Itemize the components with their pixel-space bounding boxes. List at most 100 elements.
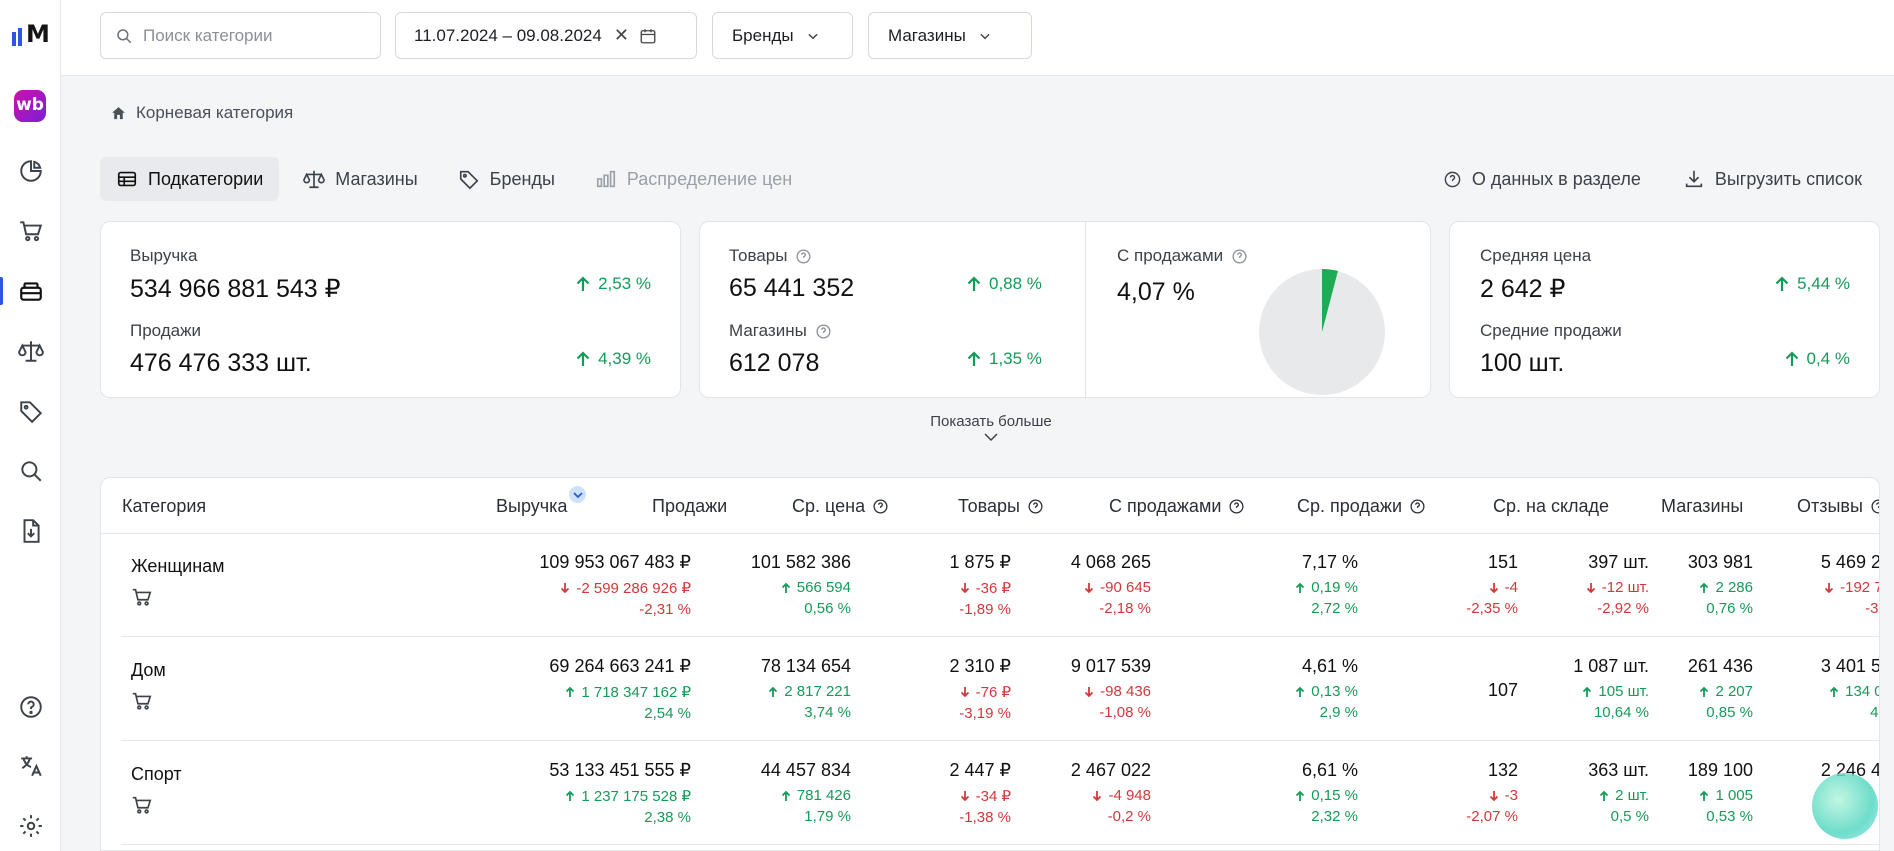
sidebar-item-products[interactable] xyxy=(0,209,61,253)
category-search[interactable]: Поиск категории xyxy=(100,12,381,59)
sales-cell: 44 457 834 781 426 1,79 % xyxy=(761,760,851,825)
chevron-down-icon xyxy=(984,433,998,442)
wb-marketplace-icon[interactable]: wb xyxy=(14,90,46,122)
avg-price-card: Средняя цена 2 642 ₽ 5,44 % Средние прод… xyxy=(1449,221,1880,398)
cell-delta: 134 03 xyxy=(1821,683,1879,700)
about-data-button[interactable]: О данных в разделе xyxy=(1443,169,1641,190)
column-with-sales[interactable]: С продажами xyxy=(1109,496,1245,517)
column-avg-sales[interactable]: Ср. продажи xyxy=(1297,496,1426,517)
table-row[interactable]: Дом 69 264 663 241 ₽ 1 718 347 162 ₽ 2,54 … xyxy=(121,638,1879,741)
sidebar-item-search[interactable] xyxy=(0,449,61,493)
help-icon[interactable] xyxy=(795,248,812,265)
delta-value: 0,13 % xyxy=(1311,683,1358,700)
calendar-icon[interactable] xyxy=(639,27,657,45)
help-icon[interactable] xyxy=(1228,498,1245,515)
breadcrumb-root[interactable]: Корневая категория xyxy=(136,103,294,122)
sidebar-item-sellers[interactable] xyxy=(0,329,61,373)
help-icon[interactable] xyxy=(872,498,889,515)
metric-value: 534 966 881 543 ₽ xyxy=(130,275,341,303)
column-revenue[interactable]: Выручка xyxy=(496,496,567,517)
delta-value: 781 426 xyxy=(796,787,851,804)
tab-subcategories[interactable]: Подкатегории xyxy=(100,157,280,201)
avg-price-cell: 2 310 ₽ -76 ₽ -3,19 % xyxy=(950,656,1012,722)
with-sales-metric: С продажами 4,07 % xyxy=(1117,246,1248,307)
cart-icon[interactable] xyxy=(131,690,153,712)
metric-label-text: С продажами xyxy=(1117,246,1224,265)
column-avg-stock[interactable]: Ср. на складе xyxy=(1493,496,1609,517)
metric-label: Продажи xyxy=(130,321,201,340)
cell-delta: 0,15 % xyxy=(1295,787,1358,804)
cell-delta: 2 207 xyxy=(1688,683,1753,700)
brands-dropdown[interactable]: Бренды xyxy=(712,12,853,59)
metric-label-text: Магазины xyxy=(729,321,807,340)
category-name[interactable]: Спорт xyxy=(131,764,182,784)
column-label: Магазины xyxy=(1661,496,1744,516)
column-reviews[interactable]: Отзывы xyxy=(1797,496,1880,517)
sidebar-item-export[interactable] xyxy=(0,509,61,553)
sidebar-item-settings[interactable] xyxy=(0,804,61,848)
chat-support-bubble[interactable] xyxy=(1812,773,1878,839)
arrow-up-icon xyxy=(1785,351,1798,366)
help-icon[interactable] xyxy=(1027,498,1044,515)
cell-delta-percent: 2,32 % xyxy=(1311,808,1358,825)
help-icon[interactable] xyxy=(1409,498,1426,515)
column-avg-price[interactable]: Ср. цена xyxy=(792,496,889,517)
breadcrumb[interactable]: Корневая категория xyxy=(110,103,293,123)
revenue-cell: 69 264 663 241 ₽ 1 718 347 162 ₽ 2,54 % xyxy=(549,656,691,722)
shops-dropdown[interactable]: Магазины xyxy=(868,12,1032,59)
column-goods[interactable]: Товары xyxy=(958,496,1044,517)
delta-value: 0,19 % xyxy=(1311,579,1358,596)
category-name[interactable]: Дом xyxy=(131,660,166,680)
metric-label: Средние продажи xyxy=(1480,321,1622,340)
sort-desc-icon[interactable] xyxy=(569,486,586,503)
column-sales[interactable]: Продажи xyxy=(652,496,727,517)
arrow-up-icon xyxy=(1296,790,1305,801)
sidebar-item-categories[interactable] xyxy=(0,269,61,313)
column-label: Ср. цена xyxy=(792,496,866,516)
arrow-down-icon xyxy=(1489,790,1498,801)
cell-delta-percent: -2,07 % xyxy=(1466,808,1518,825)
sidebar-item-language[interactable] xyxy=(0,744,61,788)
date-range-picker[interactable]: 11.07.2024 – 09.08.2024 ✕ xyxy=(395,12,697,59)
shops-delta: 1,35 % xyxy=(967,349,1042,369)
category-name[interactable]: Женщинам xyxy=(131,556,225,576)
help-icon[interactable] xyxy=(1870,498,1880,515)
cart-icon[interactable] xyxy=(131,586,153,608)
table-row[interactable]: Женщинам 109 953 067 483 ₽ -2 599 286 926… xyxy=(121,534,1879,637)
column-shops[interactable]: Магазины xyxy=(1661,496,1743,517)
cell-value: 2 467 022 xyxy=(1070,760,1151,780)
arrow-up-icon xyxy=(1296,582,1305,593)
delta-value: -36 ₽ xyxy=(975,580,1011,597)
export-list-button[interactable]: Выгрузить список xyxy=(1683,168,1862,190)
translate-icon xyxy=(20,756,42,777)
delta-value: 2 817 221 xyxy=(784,683,851,700)
search-input[interactable]: Поиск категории xyxy=(143,25,273,45)
with-sales-cell: 6,61 % 0,15 % 2,32 % xyxy=(1295,760,1358,825)
cart-icon[interactable] xyxy=(131,794,153,816)
sidebar-item-help[interactable] xyxy=(0,685,61,729)
shops-metric: Магазины 612 078 xyxy=(729,321,832,378)
column-category[interactable]: Категория xyxy=(122,496,206,517)
cell-value: 9 017 539 xyxy=(1070,656,1151,676)
app-logo[interactable]: M xyxy=(12,20,50,48)
table-row[interactable]: Спорт 53 133 451 555 ₽ 1 237 175 528 ₽ 2,3… xyxy=(121,742,1879,845)
show-more-button[interactable]: Показать больше xyxy=(926,413,1056,448)
arrow-down-icon xyxy=(1084,582,1094,593)
sidebar-item-brands[interactable] xyxy=(0,389,61,433)
metric-value: 612 078 xyxy=(729,349,820,377)
delta-value: 134 03 xyxy=(1845,683,1879,700)
help-icon[interactable] xyxy=(815,323,832,340)
cell-value: 261 436 xyxy=(1687,656,1753,676)
tab-shops[interactable]: Магазины xyxy=(287,157,433,201)
arrow-up-icon xyxy=(967,276,981,291)
cell-delta-percent: 2,9 % xyxy=(1319,704,1358,721)
sidebar-item-analytics[interactable] xyxy=(0,149,61,193)
arrow-up-icon xyxy=(1700,790,1709,801)
help-icon[interactable] xyxy=(1231,248,1248,265)
cell-delta: 2 шт. xyxy=(1588,787,1649,804)
cell-delta: -192 74 xyxy=(1821,579,1879,596)
clear-date-icon[interactable]: ✕ xyxy=(613,25,629,45)
tab-brands[interactable]: Бренды xyxy=(442,157,571,201)
delta-value: -2 599 286 926 ₽ xyxy=(576,580,691,597)
tab-price-distribution[interactable]: Распределение цен xyxy=(579,157,808,201)
